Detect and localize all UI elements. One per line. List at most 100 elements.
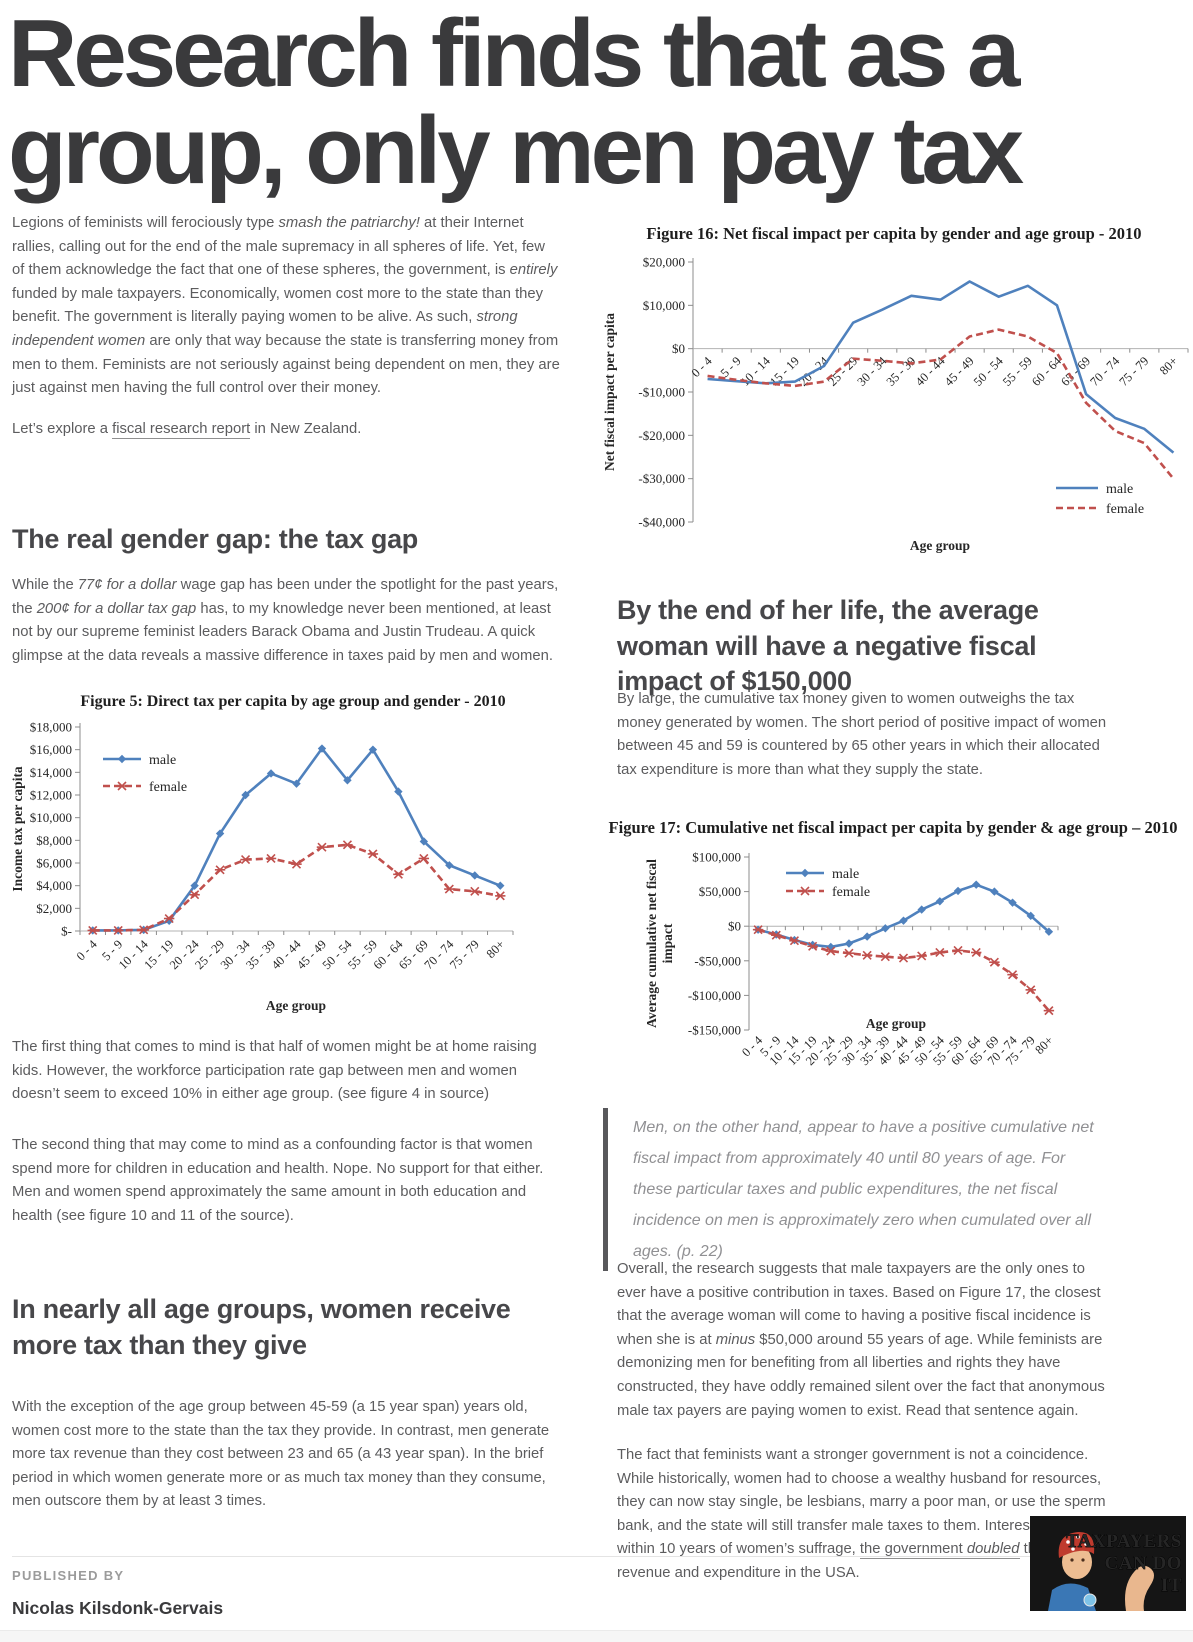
svg-text:$50,000: $50,000 <box>699 884 741 899</box>
figure-17-chart: Figure 17: Cumulative net fiscal impact … <box>598 818 1188 1110</box>
svg-text:0 - 4: 0 - 4 <box>74 937 101 964</box>
tax-gap-paragraph: While the 77¢ for a dollar wage gap has … <box>12 574 560 668</box>
taxpayers-poster-image: TAXPAYERS CAN DO IT <box>1030 1516 1186 1611</box>
cumulative-paragraph: By large, the cumulative tax money given… <box>617 688 1109 782</box>
svg-text:$12,000: $12,000 <box>30 788 72 803</box>
poster-bandana <box>1058 1531 1095 1558</box>
text-run: The fact that feminists want a stronger … <box>617 1447 1106 1558</box>
svg-text:45 - 49: 45 - 49 <box>942 354 977 389</box>
text-run: The first thing that comes to mind is th… <box>12 1039 537 1103</box>
svg-text:80+: 80+ <box>1032 1033 1056 1057</box>
text-run: 200¢ for a dollar tax gap <box>36 600 197 617</box>
text-run: Overall, the research suggests that male… <box>617 1261 1101 1348</box>
svg-text:-$10,000: -$10,000 <box>638 384 685 399</box>
svg-text:$8,000: $8,000 <box>36 833 72 848</box>
figure-5-chart: Figure 5: Direct tax per capita by age g… <box>8 692 578 1034</box>
text-run: strong independent women <box>12 309 518 349</box>
explore-paragraph: Let’s explore a fiscal research report i… <box>12 418 560 442</box>
svg-text:Age group: Age group <box>266 998 326 1013</box>
svg-text:Age group: Age group <box>866 1016 926 1031</box>
svg-text:50 - 54: 50 - 54 <box>971 353 1006 388</box>
svg-text:-$150,000: -$150,000 <box>688 1022 741 1037</box>
figure-16-canvas: $20,000 $10,000 $0 -$10,000 -$20,000 -$30,000… <box>602 254 1189 553</box>
text-run: wage gap has been under the spotlight fo… <box>12 577 559 617</box>
workforce-paragraph: The first thing that comes to mind is th… <box>12 1036 560 1107</box>
feminists-paragraph: The fact that feminists want a stronger … <box>617 1444 1109 1586</box>
svg-text:impact: impact <box>660 923 675 963</box>
svg-text:Net fiscal impact per capita: Net fiscal impact per capita <box>602 313 617 471</box>
inline-link[interactable]: doubled <box>966 1541 1020 1560</box>
text-run: are only that way because the state is t… <box>12 332 560 397</box>
svg-text:-$100,000: -$100,000 <box>688 988 741 1003</box>
poster-shirt <box>1048 1583 1096 1611</box>
inline-link[interactable]: the government <box>859 1541 967 1560</box>
svg-text:$2,000: $2,000 <box>36 901 72 916</box>
text-run: at their Internet rallies, calling out f… <box>12 215 545 279</box>
poster-face <box>1062 1545 1092 1579</box>
poster-slogan-line-1: TAXPAYERS <box>1066 1531 1182 1552</box>
footer-bar <box>0 1630 1193 1642</box>
figure-5-title: Figure 5: Direct tax per capita by age g… <box>80 693 506 710</box>
svg-text:$-: $- <box>61 924 72 939</box>
figure-16-chart: Figure 16: Net fiscal impact per capita … <box>598 224 1190 562</box>
svg-text:$6,000: $6,000 <box>36 856 72 871</box>
svg-text:Average cumulative net fiscal: Average cumulative net fiscal <box>644 859 659 1028</box>
svg-text:70 - 74: 70 - 74 <box>1087 353 1122 388</box>
svg-text:male: male <box>149 753 176 768</box>
poster-slogan-line-3: IT <box>1161 1575 1182 1596</box>
svg-text:55 - 59: 55 - 59 <box>1000 354 1035 389</box>
text-run: entirely <box>509 262 558 279</box>
svg-text:$20,000: $20,000 <box>643 254 685 269</box>
text-run: Legions of feminists will ferociously ty… <box>12 215 279 231</box>
text-run: By large, the cumulative tax money given… <box>617 691 1107 778</box>
confounding-paragraph: The second thing that may come to mind a… <box>12 1134 560 1228</box>
text-run: 77¢ for a dollar <box>77 577 177 593</box>
svg-text:female: female <box>832 885 870 900</box>
pull-quote-text: Men, on the other hand, appear to have a… <box>633 1119 1094 1260</box>
svg-text:female: female <box>149 780 187 795</box>
svg-text:$10,000: $10,000 <box>643 298 685 313</box>
svg-text:-$40,000: -$40,000 <box>638 514 685 529</box>
svg-text:-$50,000: -$50,000 <box>694 953 741 968</box>
text-run: funded by male taxpayers. Economically, … <box>12 285 544 326</box>
svg-text:$100,000: $100,000 <box>692 849 741 864</box>
figure-5-canvas: $18,000 $16,000 $14,000 $12,000 $10,000 $8,00… <box>10 720 514 1013</box>
intro-paragraph: Legions of feminists will ferociously ty… <box>12 212 560 401</box>
published-divider <box>12 1556 1181 1557</box>
svg-text:female: female <box>1106 502 1144 517</box>
svg-text:30 - 34: 30 - 34 <box>854 353 889 388</box>
svg-text:$14,000: $14,000 <box>30 765 72 780</box>
figure-17-title: Figure 17: Cumulative net fiscal impact … <box>608 818 1178 837</box>
svg-text:$16,000: $16,000 <box>30 742 72 757</box>
svg-text:Age group: Age group <box>910 538 970 553</box>
text-run: has, to my knowledge never been mentione… <box>12 600 553 664</box>
text-run: Let’s explore a <box>12 421 113 437</box>
text-run: minus <box>715 1331 756 1348</box>
svg-text:75 - 79: 75 - 79 <box>447 937 482 972</box>
svg-text:-$30,000: -$30,000 <box>638 471 685 486</box>
published-by-label: PUBLISHED BY <box>12 1568 125 1583</box>
text-run: in New Zealand. <box>250 421 362 437</box>
text-run: $50,000 around 55 years of age. While fe… <box>617 1331 1105 1419</box>
text-run: The second thing that may come to mind a… <box>12 1137 544 1224</box>
age-groups-paragraph: With the exception of the age group betw… <box>12 1396 560 1514</box>
figure-16-title: Figure 16: Net fiscal impact per capita … <box>646 224 1142 243</box>
svg-text:$0: $0 <box>728 918 741 933</box>
text-run: While the <box>12 577 78 593</box>
svg-text:$0: $0 <box>672 341 685 356</box>
overall-paragraph: Overall, the research suggests that male… <box>617 1258 1109 1423</box>
inline-link[interactable]: fiscal research report <box>112 421 251 439</box>
poster-slogan-line-2: CAN DO <box>1105 1553 1182 1574</box>
svg-text:-$20,000: -$20,000 <box>638 428 685 443</box>
section-heading-tax-gap: The real gender gap: the tax gap <box>12 524 418 554</box>
text-run: With the exception of the age group betw… <box>12 1399 550 1510</box>
author-name: Nicolas Kilsdonk-Gervais <box>12 1598 224 1618</box>
poster-badge <box>1083 1593 1097 1607</box>
svg-text:75 - 79: 75 - 79 <box>1116 354 1151 389</box>
svg-text:80+: 80+ <box>484 937 508 961</box>
svg-text:Income tax per capita: Income tax per capita <box>10 766 25 892</box>
figure-17-canvas: $100,000 $50,000 $0 -$50,000 -$100,000 -$150,… <box>644 849 1059 1068</box>
section-heading-negative-impact: By the end of her life, the average woma… <box>617 595 1039 697</box>
svg-text:male: male <box>1106 482 1133 497</box>
